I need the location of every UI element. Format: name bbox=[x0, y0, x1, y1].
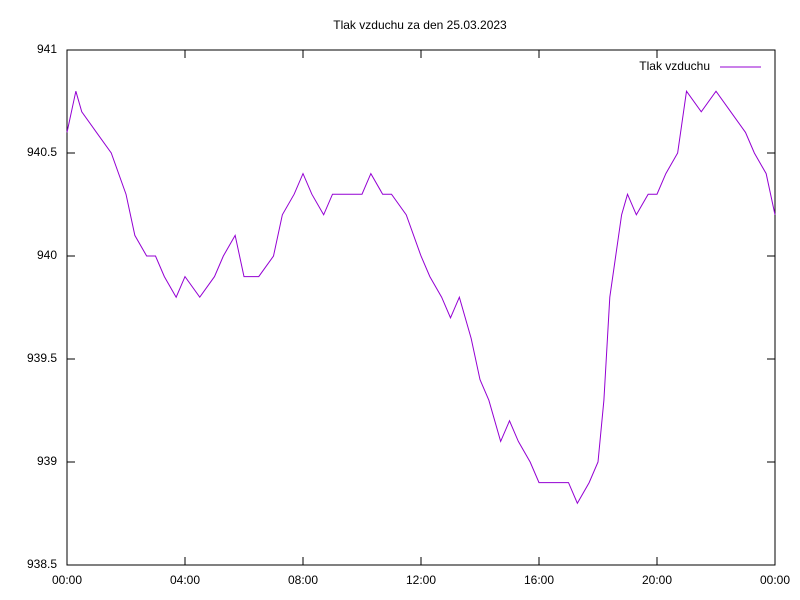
y-tick-label: 939.5 bbox=[27, 351, 57, 365]
y-tick-label: 939 bbox=[37, 454, 57, 468]
y-tick-label: 941 bbox=[37, 42, 57, 56]
legend-label: Tlak vzduchu bbox=[639, 59, 710, 73]
x-tick-label: 00:00 bbox=[52, 573, 82, 587]
y-tick-label: 940.5 bbox=[27, 145, 57, 159]
x-tick-label: 00:00 bbox=[760, 573, 790, 587]
x-tick-label: 16:00 bbox=[524, 573, 554, 587]
chart-title: Tlak vzduchu za den 25.03.2023 bbox=[333, 18, 507, 32]
x-tick-label: 04:00 bbox=[170, 573, 200, 587]
x-tick-label: 20:00 bbox=[642, 573, 672, 587]
x-tick-label: 12:00 bbox=[406, 573, 436, 587]
y-tick-label: 940 bbox=[37, 248, 57, 262]
y-tick-label: 938.5 bbox=[27, 557, 57, 571]
data-line bbox=[66, 89, 776, 505]
x-tick-label: 08:00 bbox=[288, 573, 318, 587]
